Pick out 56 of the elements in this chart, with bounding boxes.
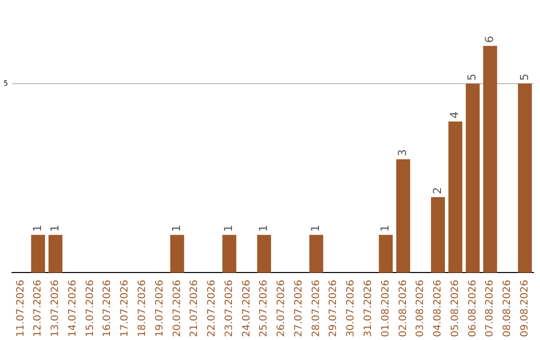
x-tick-label: 18.07.2026 bbox=[136, 280, 148, 338]
x-tick-label: 26.07.2026 bbox=[276, 280, 288, 338]
x-tick-label: 30.07.2026 bbox=[346, 280, 357, 338]
bar bbox=[466, 84, 480, 273]
data-label: 1 bbox=[222, 224, 236, 232]
bar bbox=[222, 234, 236, 273]
x-tick-label: 20.07.2026 bbox=[172, 280, 183, 338]
data-label: 1 bbox=[309, 224, 322, 232]
data-label: 5 bbox=[466, 74, 479, 81]
x-tick-label: 01.08.2026 bbox=[380, 280, 392, 338]
data-label: 1 bbox=[378, 224, 392, 232]
x-tick-label: 03.08.2026 bbox=[415, 280, 426, 338]
bar bbox=[518, 84, 532, 273]
x-tick-label: 23.07.2026 bbox=[224, 280, 235, 338]
data-label: 1 bbox=[256, 224, 270, 232]
x-tick-label: 31.07.2026 bbox=[363, 280, 374, 338]
bar bbox=[483, 46, 498, 273]
x-tick-label: 17.07.2026 bbox=[120, 280, 131, 338]
data-label: 1 bbox=[170, 224, 184, 232]
x-tick-label: 14.07.2026 bbox=[67, 280, 78, 338]
x-tick-label: 15.07.2026 bbox=[84, 280, 96, 338]
x-tick-label: 29.07.2026 bbox=[328, 280, 340, 338]
bar bbox=[48, 234, 62, 273]
x-tick-label: 09.08.2026 bbox=[519, 280, 530, 338]
x-tick-label: 07.08.2026 bbox=[484, 280, 496, 338]
x-tick-label: 21.07.2026 bbox=[189, 280, 200, 338]
x-tick-label: 04.08.2026 bbox=[432, 280, 444, 338]
data-label: 1 bbox=[48, 224, 62, 232]
x-tick-label: 19.07.2026 bbox=[154, 280, 166, 338]
x-tick-label: 22.07.2026 bbox=[206, 280, 218, 338]
bar bbox=[257, 234, 272, 273]
data-label: 2 bbox=[430, 187, 444, 194]
bar bbox=[431, 197, 445, 273]
data-label: 4 bbox=[448, 111, 462, 118]
bar bbox=[378, 234, 393, 273]
x-tick-label: 16.07.2026 bbox=[102, 280, 114, 338]
data-label: 1 bbox=[30, 224, 44, 232]
bar bbox=[309, 234, 324, 273]
data-label: 3 bbox=[396, 149, 410, 156]
x-tick-label: 12.07.2026 bbox=[32, 280, 44, 338]
data-label: 6 bbox=[482, 36, 496, 43]
x-tick-label: 24.07.2026 bbox=[241, 280, 252, 338]
x-tick-label: 05.08.2026 bbox=[450, 280, 461, 338]
x-tick-label: 06.08.2026 bbox=[467, 280, 478, 338]
x-tick-label: 25.07.2026 bbox=[258, 280, 270, 338]
x-tick-label: 13.07.2026 bbox=[50, 280, 62, 338]
x-tick-label: 28.07.2026 bbox=[310, 280, 322, 338]
bar bbox=[396, 159, 410, 273]
bar bbox=[448, 121, 462, 273]
x-tick-label: 27.07.2026 bbox=[293, 280, 304, 338]
bar bbox=[31, 234, 46, 273]
x-tick-label: 02.08.2026 bbox=[398, 280, 409, 338]
bar bbox=[170, 234, 184, 273]
x-tick-label: 08.08.2026 bbox=[502, 280, 514, 338]
data-label: 5 bbox=[518, 74, 531, 81]
x-tick-label: 11.07.2026 bbox=[15, 280, 26, 338]
